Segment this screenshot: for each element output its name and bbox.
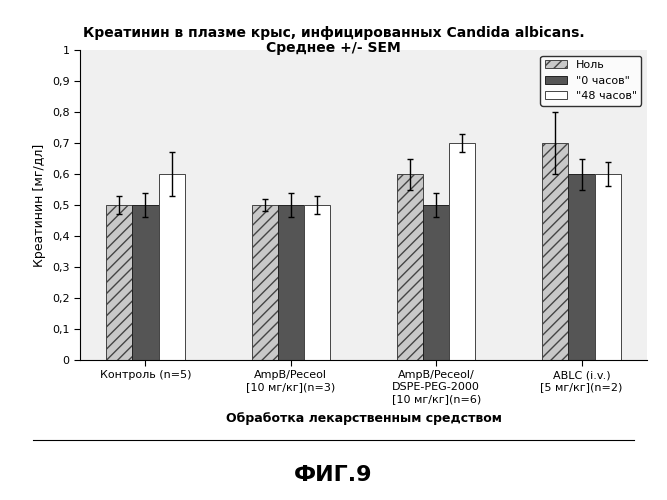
- Text: Среднее +/- SEM: Среднее +/- SEM: [266, 41, 401, 55]
- Bar: [397, 174, 423, 360]
- Legend: Ноль, "0 часов", "48 часов": Ноль, "0 часов", "48 часов": [540, 56, 642, 106]
- Text: Креатинин в плазме крыс, инфицированных Candida albicans.: Креатинин в плазме крыс, инфицированных …: [83, 26, 584, 40]
- Text: ФИГ.9: ФИГ.9: [294, 465, 373, 485]
- Y-axis label: Креатинин [мг/дл]: Креатинин [мг/дл]: [33, 144, 47, 266]
- Bar: [595, 174, 621, 360]
- Bar: [542, 143, 568, 360]
- Bar: [423, 205, 450, 360]
- Bar: [304, 205, 330, 360]
- Bar: [106, 205, 132, 360]
- Bar: [277, 205, 304, 360]
- X-axis label: Обработка лекарственным средством: Обработка лекарственным средством: [225, 412, 502, 425]
- Bar: [132, 205, 159, 360]
- Bar: [450, 143, 476, 360]
- Bar: [251, 205, 277, 360]
- Bar: [568, 174, 595, 360]
- Bar: [159, 174, 185, 360]
